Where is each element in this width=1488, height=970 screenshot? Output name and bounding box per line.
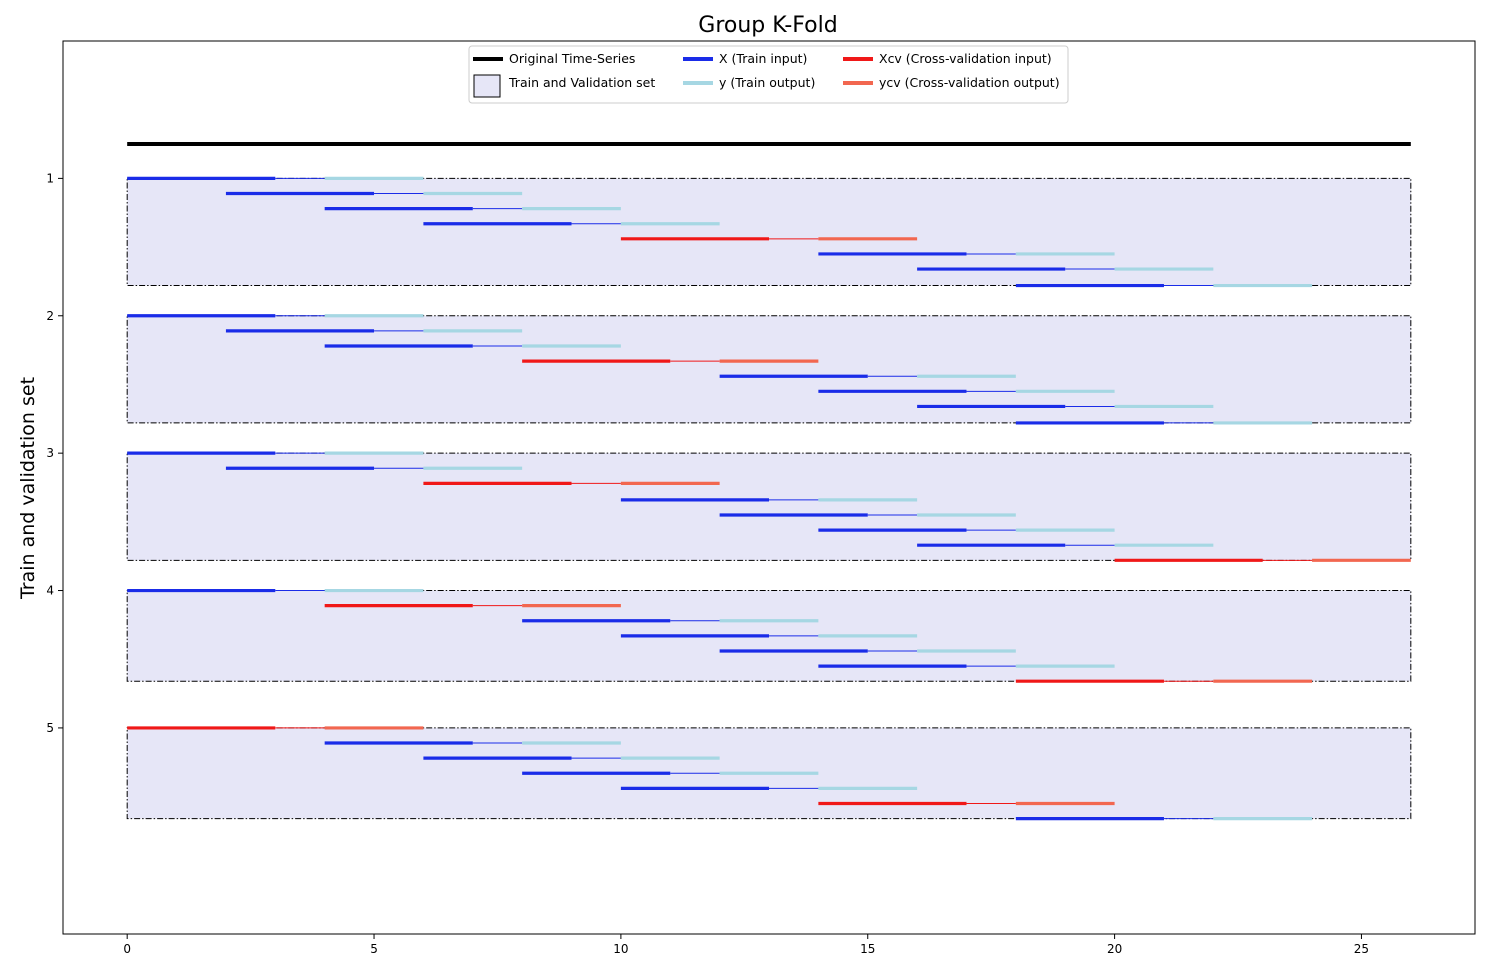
legend-item-cv_input-label: Xcv (Cross-validation input) — [879, 51, 1052, 66]
x-tick-label-10: 10 — [613, 942, 628, 956]
legend: Original Time-Series Train and Validation… — [468, 45, 1069, 104]
legend-item-original-label: Original Time-Series — [509, 51, 635, 66]
x-tick-label-15: 15 — [860, 942, 875, 956]
legend-item-train_output-label: y (Train output) — [719, 75, 815, 90]
y-tick-label-2: 2 — [46, 309, 54, 323]
y-tick-label-1: 1 — [46, 171, 54, 185]
x-tick-label-0: 0 — [123, 942, 131, 956]
y-tick-label-3: 3 — [46, 446, 54, 460]
y-tick-label-5: 5 — [46, 721, 54, 735]
x-tick-label-20: 20 — [1107, 942, 1122, 956]
x-tick-label-25: 25 — [1354, 942, 1369, 956]
chart-title: Group K-Fold — [698, 13, 837, 38]
x-tick-label-5: 5 — [370, 942, 378, 956]
axes-frame — [62, 40, 1476, 935]
legend-item-cv_output-label: ycv (Cross-validation output) — [879, 75, 1060, 90]
y-axis-label: Train and validation set — [17, 377, 39, 600]
plot-area — [126, 142, 1412, 821]
fold-box-3 — [126, 452, 1412, 561]
legend-item-box-label: Train and Validation set — [508, 75, 655, 90]
legend-frame — [468, 45, 1069, 104]
axis-ticks: 0 5 10 15 20 25 1 2 3 4 5 — [46, 171, 1369, 956]
y-tick-label-4: 4 — [46, 584, 54, 598]
legend-item-box-swatch — [473, 74, 501, 98]
legend-item-train_input-label: X (Train input) — [719, 51, 807, 66]
